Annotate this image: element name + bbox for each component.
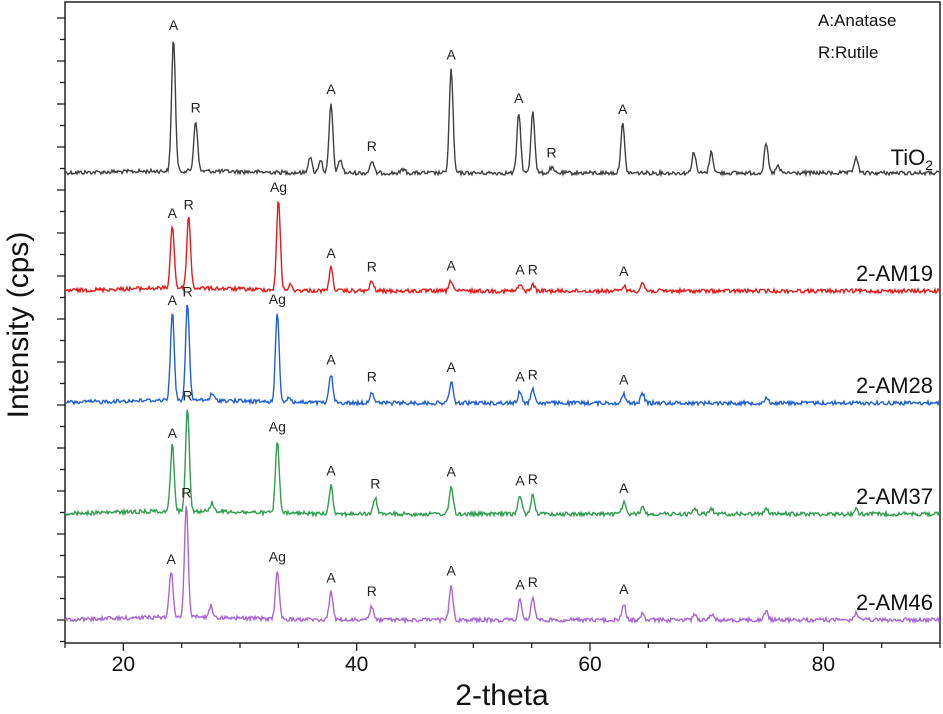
series-line	[64, 200, 941, 296]
peak-label: A	[446, 359, 456, 375]
peak-label: A	[619, 263, 629, 279]
series-name-label: 2-AM19	[856, 261, 933, 286]
peak-label: A	[515, 472, 525, 488]
series-name-label: 2-AM46	[856, 590, 933, 615]
series-name-label: 2-AM28	[856, 373, 933, 398]
peak-label: A	[515, 368, 525, 384]
peak-label: R	[367, 368, 377, 384]
series-line	[64, 409, 941, 519]
peak-label: Ag	[269, 291, 286, 307]
peak-label: Ag	[269, 418, 286, 434]
peak-label: A	[446, 258, 456, 274]
peak-label: R	[528, 262, 538, 278]
x-tick-label: 40	[345, 653, 368, 676]
peak-label: A	[619, 480, 629, 496]
peak-label: R	[367, 259, 377, 275]
x-axis-title: 2-theta	[455, 679, 549, 712]
x-axis-ticks: 20 40 60 80	[64, 643, 941, 676]
peak-label: R	[528, 471, 538, 487]
peak-label: Ag	[270, 179, 287, 195]
legend-anatase: A:Anatase	[818, 11, 896, 30]
peak-label: R	[370, 476, 380, 492]
peak-label: A	[168, 292, 178, 308]
peak-label: A	[515, 576, 525, 592]
peak-label: A	[169, 17, 179, 33]
peak-label: R	[184, 197, 194, 213]
peak-label: R	[181, 484, 191, 500]
peak-label: A	[326, 245, 336, 261]
series-line	[64, 506, 941, 625]
plot-frame	[64, 1, 941, 644]
peak-label: R	[191, 99, 201, 115]
x-tick-label: 80	[812, 653, 835, 676]
series-name-label: TiO2	[891, 145, 934, 173]
peak-label: A	[446, 464, 456, 480]
y-axis-title: Intensity (cps)	[2, 232, 35, 419]
series-line	[64, 304, 941, 408]
series-line	[64, 41, 940, 178]
peak-label: R	[546, 145, 556, 161]
y-axis-ticks	[57, 17, 65, 643]
peak-label: R	[182, 388, 192, 404]
peak-label: Ag	[269, 549, 286, 565]
peak-label: A	[326, 569, 336, 585]
series-name-label: 2-AM37	[856, 484, 933, 509]
peak-label: A	[619, 372, 629, 388]
peak-label: A	[446, 563, 456, 579]
peak-label: A	[618, 101, 628, 117]
peak-label: A	[168, 425, 178, 441]
peak-label: A	[619, 581, 629, 597]
peak-label: A	[326, 462, 336, 478]
legend-rutile: R:Rutile	[818, 43, 878, 62]
peak-label: A	[515, 262, 525, 278]
x-tick-label: 60	[578, 653, 601, 676]
peak-label: R	[367, 138, 377, 154]
legend: A:Anatase R:Rutile	[818, 11, 896, 62]
x-tick-label: 20	[112, 653, 135, 676]
peak-label: A	[326, 81, 336, 97]
peak-label: A	[166, 551, 176, 567]
peak-label: R	[367, 583, 377, 599]
peak-label: R	[528, 366, 538, 382]
series-tio: A R A R A A R A TiO2	[64, 17, 940, 178]
peak-label: A	[514, 90, 524, 106]
peak-label: R	[528, 574, 538, 590]
peak-label: A	[326, 352, 336, 368]
peak-label: A	[168, 205, 178, 221]
peak-label: A	[446, 46, 456, 62]
peak-label: R	[182, 283, 192, 299]
